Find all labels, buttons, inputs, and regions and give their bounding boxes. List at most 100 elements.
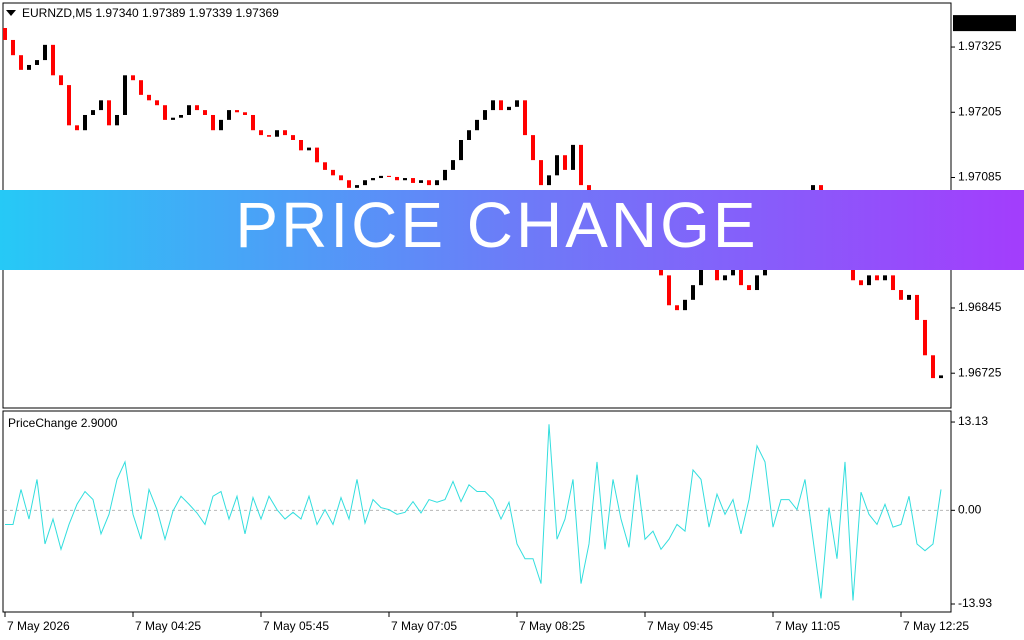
candle [395, 176, 399, 181]
candle [899, 290, 903, 300]
candle [715, 265, 719, 281]
y-tick-label: 1.97085 [958, 170, 1002, 184]
x-tick-label: 7 May 11:05 [775, 619, 840, 633]
candle [211, 114, 215, 131]
candle [19, 55, 23, 70]
banner-text: PRICE CHANGE [235, 189, 758, 261]
candle [99, 100, 103, 111]
candle [139, 80, 143, 95]
x-tick-label: 7 May 04:25 [135, 619, 201, 633]
candle [307, 147, 311, 151]
y-tick-label: 1.97325 [958, 39, 1002, 53]
candle [411, 178, 415, 183]
candle [499, 100, 503, 111]
candle [163, 105, 167, 120]
candle [579, 144, 583, 186]
candle [123, 75, 127, 115]
candle [883, 275, 887, 281]
candle [483, 110, 487, 120]
candle [523, 100, 527, 136]
candle [219, 119, 223, 131]
candle [539, 160, 543, 186]
candle [243, 112, 247, 115]
candle [83, 114, 87, 131]
candle [155, 100, 159, 106]
candle [187, 105, 191, 115]
menu-arrow[interactable] [6, 10, 16, 16]
price-tag-label: 1.97369 [958, 15, 1002, 29]
candle [67, 85, 71, 126]
candle [227, 110, 231, 120]
y-tick-label: 13.13 [958, 414, 988, 428]
candle [875, 275, 879, 281]
candle [931, 355, 935, 379]
candle [427, 180, 431, 186]
candle [3, 28, 7, 40]
candle [203, 110, 207, 115]
candle [563, 155, 567, 170]
candle [235, 110, 239, 113]
candle [571, 144, 575, 170]
candle [443, 169, 447, 181]
candle [195, 105, 199, 111]
candle [907, 294, 911, 300]
candle [179, 114, 183, 118]
candle [923, 319, 927, 356]
candle [35, 60, 39, 65]
candle [459, 139, 463, 161]
candle [723, 275, 727, 281]
candle [451, 160, 455, 170]
candle [915, 294, 919, 320]
candle [699, 269, 703, 286]
candle [379, 175, 383, 179]
candle [755, 275, 759, 291]
chart-title: EURNZD,M5 1.97340 1.97389 1.97339 1.9736… [22, 6, 279, 20]
y-tick-label: 0.00 [958, 502, 982, 516]
candle [363, 180, 367, 186]
candle [387, 175, 391, 177]
candle [403, 178, 407, 181]
candle [867, 275, 871, 286]
candle [531, 135, 535, 161]
candle [515, 100, 519, 107]
candle [315, 147, 319, 163]
price-tag [953, 15, 1016, 32]
candle [435, 180, 439, 186]
candle [659, 269, 663, 276]
candle [11, 39, 15, 56]
candle [43, 44, 47, 61]
x-tick-label: 7 May 09:45 [647, 619, 713, 633]
indicator-line [5, 424, 942, 601]
candle [251, 114, 255, 131]
x-tick-label: 7 May 12:25 [903, 619, 969, 633]
y-tick-label: 1.97205 [958, 104, 1002, 118]
candle [331, 169, 335, 176]
candle [859, 280, 863, 286]
candle [107, 100, 111, 126]
candle [667, 275, 671, 306]
candle [371, 178, 375, 181]
candle [291, 135, 295, 140]
candle [91, 110, 95, 115]
candle [355, 185, 359, 188]
candle [891, 275, 895, 291]
candle [339, 175, 343, 181]
indicator-title: PriceChange 2.9000 [8, 416, 118, 430]
candle [491, 100, 495, 111]
candle [275, 130, 279, 137]
candle [507, 106, 511, 111]
candle [691, 285, 695, 300]
x-tick-label: 7 May 07:05 [391, 619, 457, 633]
candle [939, 375, 943, 379]
x-tick-label: 7 May 08:25 [519, 619, 585, 633]
candle [851, 260, 855, 281]
candle [555, 155, 559, 176]
candle [683, 299, 687, 311]
candle [51, 44, 55, 76]
x-tick-label: 7 May 05:45 [263, 619, 329, 633]
candle [675, 305, 679, 311]
candle [147, 94, 151, 101]
candle [115, 114, 119, 126]
